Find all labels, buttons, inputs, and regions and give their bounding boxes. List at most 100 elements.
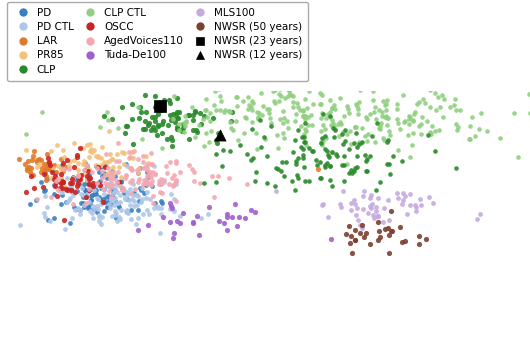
Point — [63, 199, 72, 205]
Point — [289, 94, 298, 99]
Point — [332, 152, 340, 157]
Point — [303, 122, 312, 128]
Point — [104, 193, 112, 199]
Point — [136, 104, 144, 109]
Point — [182, 119, 190, 125]
Point — [132, 203, 141, 208]
Point — [101, 165, 110, 170]
Point — [127, 207, 135, 212]
Point — [59, 166, 68, 172]
Point — [412, 204, 420, 210]
Point — [409, 118, 418, 124]
Point — [206, 118, 214, 123]
Point — [381, 102, 390, 108]
Point — [452, 107, 461, 113]
Point — [215, 218, 224, 224]
Point — [147, 161, 156, 167]
Point — [212, 152, 220, 157]
Point — [112, 189, 121, 195]
Point — [33, 157, 41, 163]
Point — [364, 131, 372, 137]
Point — [399, 198, 408, 203]
Point — [78, 201, 87, 206]
Point — [299, 134, 308, 139]
Point — [301, 139, 309, 145]
Point — [84, 176, 93, 182]
Point — [99, 186, 108, 192]
Point — [69, 201, 77, 207]
Point — [326, 113, 334, 119]
Point — [95, 178, 104, 184]
Point — [145, 211, 153, 217]
Point — [103, 165, 112, 170]
Point — [98, 144, 107, 150]
Point — [411, 109, 419, 114]
Point — [286, 91, 295, 96]
Point — [446, 104, 454, 110]
Point — [339, 130, 347, 135]
Point — [83, 173, 92, 179]
Point — [65, 167, 73, 172]
Point — [175, 220, 184, 226]
Point — [231, 201, 239, 207]
Point — [172, 158, 180, 163]
Point — [205, 204, 214, 210]
Point — [105, 172, 113, 178]
Point — [156, 181, 164, 186]
Point — [385, 232, 393, 238]
Point — [148, 178, 157, 184]
Point — [362, 114, 370, 120]
Point — [94, 207, 102, 212]
Point — [82, 177, 91, 183]
Point — [148, 200, 157, 206]
Point — [92, 153, 100, 159]
Point — [142, 153, 151, 159]
Point — [270, 98, 278, 103]
Point — [125, 155, 133, 161]
Point — [81, 194, 90, 200]
Point — [524, 91, 530, 96]
Point — [225, 175, 233, 181]
Point — [146, 169, 155, 175]
Point — [368, 89, 377, 94]
Point — [112, 158, 120, 164]
Point — [103, 183, 111, 188]
Point — [76, 176, 85, 182]
Point — [385, 132, 394, 138]
Point — [426, 129, 434, 135]
Point — [149, 169, 157, 175]
Point — [138, 153, 147, 159]
Point — [38, 165, 46, 171]
Point — [171, 111, 180, 117]
Point — [43, 151, 51, 157]
Point — [319, 201, 328, 207]
Point — [172, 160, 180, 166]
Point — [30, 185, 39, 190]
Point — [216, 94, 224, 99]
Point — [103, 181, 112, 186]
Point — [358, 125, 367, 131]
Point — [196, 121, 205, 126]
Point — [85, 181, 93, 186]
Point — [313, 162, 322, 168]
Point — [122, 123, 130, 129]
Point — [136, 185, 144, 190]
Point — [103, 204, 112, 210]
Point — [65, 186, 74, 192]
Point — [299, 152, 307, 158]
Point — [353, 154, 361, 159]
Point — [149, 125, 157, 130]
Point — [392, 116, 401, 121]
Point — [348, 250, 356, 256]
Point — [201, 107, 209, 113]
Point — [138, 197, 146, 202]
Legend: PD, PD CTL, LAR, PR85, CLP, CLP CTL, OSCC, AgedVoices110, Tuda-De100, MLS100, NW: PD, PD CTL, LAR, PR85, CLP, CLP CTL, OSC… — [6, 1, 308, 81]
Point — [325, 114, 334, 120]
Point — [359, 206, 368, 212]
Point — [140, 190, 148, 196]
Point — [132, 192, 140, 198]
Point — [27, 165, 36, 171]
Point — [328, 117, 336, 123]
Point — [63, 176, 71, 181]
Point — [99, 208, 108, 214]
